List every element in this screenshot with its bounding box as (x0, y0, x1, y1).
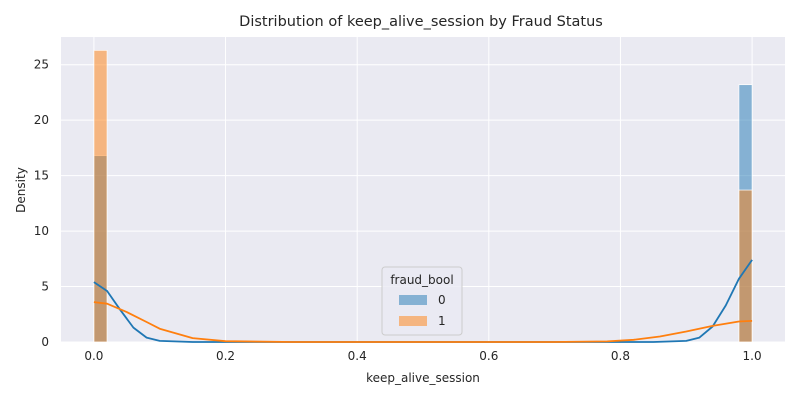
y-tick-label-3: 15 (34, 169, 49, 183)
legend-label-0: 0 (438, 293, 446, 307)
bar-series-1-bin-1 (738, 189, 753, 343)
y-axis-label: Density (14, 167, 28, 213)
legend-label-1: 1 (438, 314, 446, 328)
legend-swatch-0 (399, 295, 427, 305)
y-tick-labels: 0 5 10 15 20 25 (34, 58, 49, 349)
y-tick-label-1: 5 (41, 280, 49, 294)
x-tick-label-0: 0.0 (84, 349, 103, 363)
y-tick-label-0: 0 (41, 335, 49, 349)
x-tick-label-2: 0.4 (348, 349, 367, 363)
kde-line-series-1 (93, 301, 753, 343)
y-tick-label-5: 25 (34, 58, 49, 72)
legend: fraud_bool 0 1 (381, 266, 463, 336)
x-axis-label: keep_alive_session (366, 371, 480, 385)
kde-lines (93, 259, 753, 343)
bar-series-1-bin-0 (93, 49, 108, 343)
x-tick-label-4: 0.8 (611, 349, 630, 363)
histogram-bars (93, 49, 753, 343)
x-tick-label-1: 0.2 (216, 349, 235, 363)
x-tick-label-5: 1.0 (743, 349, 762, 363)
x-tick-label-3: 0.6 (479, 349, 498, 363)
legend-title: fraud_bool (390, 273, 453, 287)
y-tick-label-4: 20 (34, 113, 49, 127)
chart-title: Distribution of keep_alive_session by Fr… (239, 14, 603, 30)
y-tick-label-2: 10 (34, 224, 49, 238)
x-tick-labels: 0.0 0.2 0.4 0.6 0.8 1.0 (84, 349, 761, 363)
legend-swatch-1 (399, 316, 427, 326)
